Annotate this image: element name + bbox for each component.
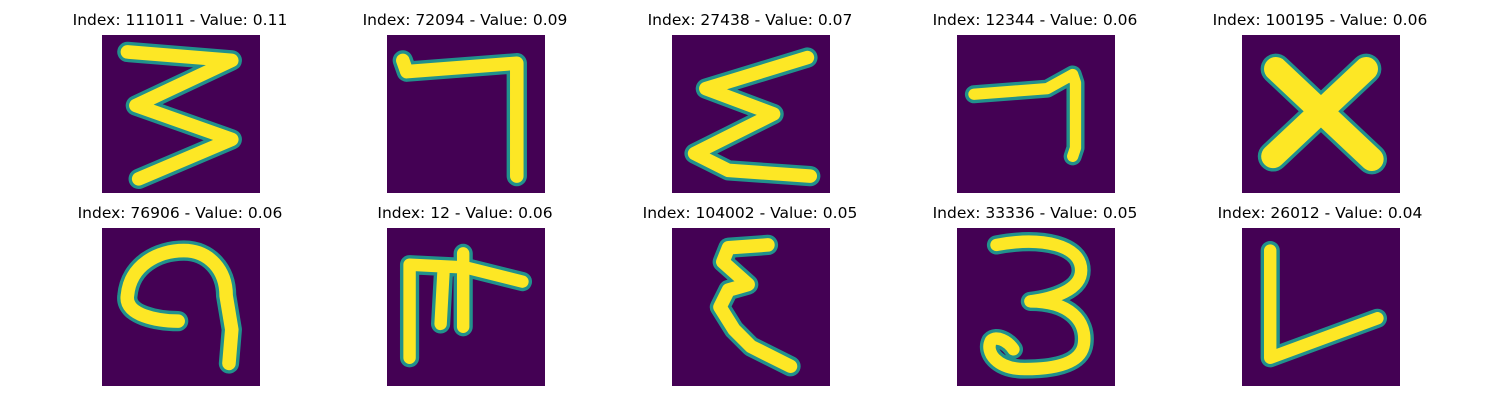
panel-6: Index: 76906 - Value: 0.06	[60, 193, 300, 386]
panel-8: Index: 104002 - Value: 0.05	[630, 193, 870, 386]
panel-title: Index: 12 - Value: 0.06	[377, 204, 553, 222]
digit-image-digit-three	[957, 228, 1115, 386]
panel-1: Index: 111011 - Value: 0.11	[60, 0, 300, 193]
panel-4: Index: 12344 - Value: 0.06	[915, 0, 1155, 193]
digit-image-double-leg-bar	[387, 228, 545, 386]
digit-image-curled-nine	[102, 228, 260, 386]
digit-image-hook-seven	[387, 35, 545, 193]
digit-image-short-seven	[957, 35, 1115, 193]
panel-2: Index: 72094 - Value: 0.09	[345, 0, 585, 193]
panel-3: Index: 27438 - Value: 0.07	[630, 0, 870, 193]
digit-image-letter-l-slant	[1242, 228, 1400, 386]
digit-image-letter-x	[1242, 35, 1400, 193]
panel-title: Index: 104002 - Value: 0.05	[642, 204, 858, 222]
panel-7: Index: 12 - Value: 0.06	[345, 193, 585, 386]
panel-title: Index: 33336 - Value: 0.05	[932, 204, 1138, 222]
panel-5: Index: 100195 - Value: 0.06	[1200, 0, 1440, 193]
panel-title: Index: 27438 - Value: 0.07	[647, 11, 853, 29]
panel-title: Index: 12344 - Value: 0.06	[932, 11, 1138, 29]
panel-title: Index: 100195 - Value: 0.06	[1212, 11, 1428, 29]
panel-title: Index: 76906 - Value: 0.06	[77, 204, 283, 222]
panel-10: Index: 26012 - Value: 0.04	[1200, 193, 1440, 386]
digit-image-zigzag-three	[102, 35, 260, 193]
panel-title: Index: 111011 - Value: 0.11	[72, 11, 288, 29]
digit-image-epsilon-shape	[672, 228, 830, 386]
panel-9: Index: 33336 - Value: 0.05	[915, 193, 1155, 386]
digit-image-sigma-shape	[672, 35, 830, 193]
panel-title: Index: 26012 - Value: 0.04	[1217, 204, 1423, 222]
panel-title: Index: 72094 - Value: 0.09	[362, 11, 568, 29]
